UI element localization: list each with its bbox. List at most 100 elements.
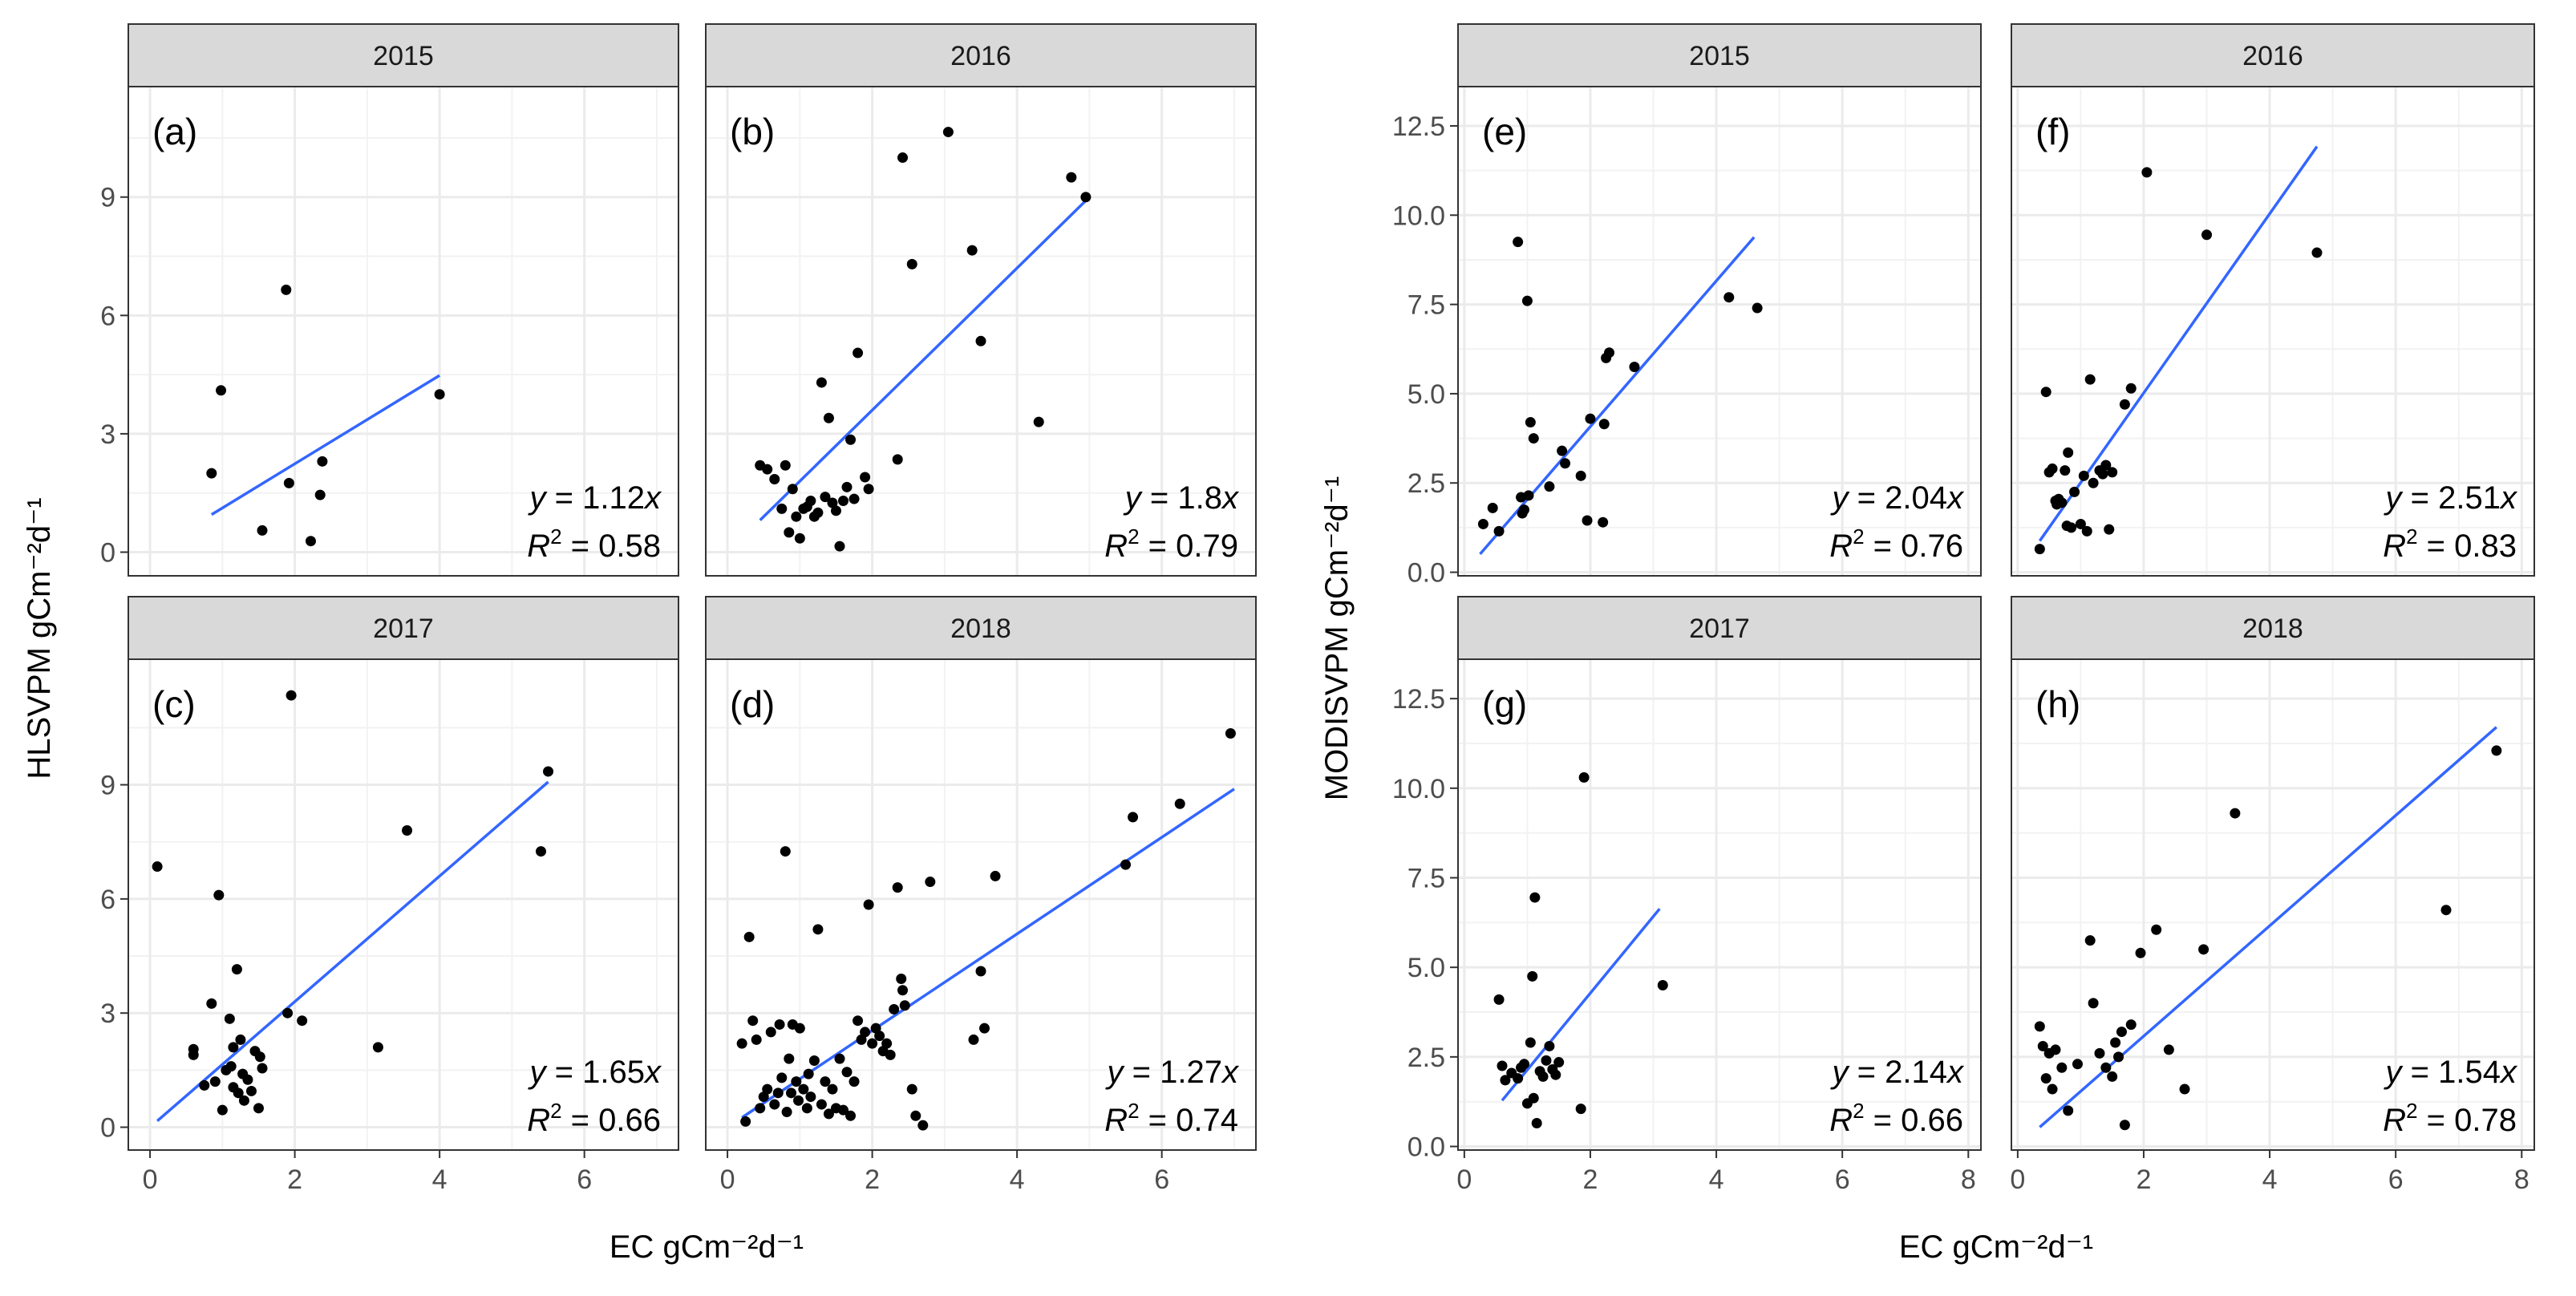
- data-point: [841, 481, 853, 492]
- data-point: [1174, 798, 1185, 809]
- data-point: [2113, 1051, 2124, 1063]
- data-point: [794, 533, 805, 544]
- data-point: [899, 1000, 910, 1011]
- y-tick-label: 6: [100, 885, 115, 915]
- r2-superscript: 2: [1853, 524, 1864, 549]
- data-point: [791, 511, 802, 522]
- equation-lhs: y: [1105, 1055, 1126, 1090]
- panel-d: 2018 (d) y = 1.27x R2 = 0.74: [705, 596, 1257, 1151]
- y-tick-label: 0.0: [1407, 1132, 1445, 1163]
- data-point: [812, 507, 824, 518]
- x-tick-label: 4: [2262, 1164, 2278, 1195]
- data-point: [2037, 1040, 2048, 1051]
- y-tick-label: 0.0: [1407, 558, 1445, 589]
- data-point: [801, 1103, 812, 1114]
- data-point: [1598, 516, 1609, 528]
- panel-border: [2011, 658, 2535, 1151]
- r-squared: R2 = 0.66: [527, 1099, 661, 1138]
- x-tick-label: 4: [1709, 1164, 1724, 1195]
- r2-equals: =: [1865, 529, 1902, 564]
- facet-strip-label: 2016: [2242, 41, 2303, 71]
- r2-value: 0.74: [1176, 1103, 1238, 1138]
- data-point: [1497, 1060, 1508, 1071]
- r-squared: R2 = 0.58: [527, 524, 661, 564]
- data-point: [2179, 1083, 2190, 1095]
- plot-background: [128, 87, 678, 576]
- data-point: [238, 1095, 249, 1106]
- equation-eq: =: [2402, 480, 2439, 516]
- data-point: [2311, 247, 2323, 258]
- r2-superscript: 2: [1128, 1099, 1139, 1123]
- regression-equation: y = 1.54x: [2384, 1055, 2518, 1090]
- data-point: [1578, 772, 1590, 783]
- data-point: [798, 1083, 809, 1095]
- panel-tag: (a): [152, 111, 197, 152]
- r2-superscript: 2: [1853, 1099, 1864, 1123]
- data-point: [245, 1085, 257, 1096]
- equation-var: x: [1221, 480, 1240, 516]
- data-point: [820, 492, 831, 503]
- data-point: [2116, 1027, 2127, 1038]
- y-axis-label: HLSVPM gCm⁻²d⁻¹: [22, 497, 57, 779]
- data-point: [816, 377, 827, 388]
- x-tick-label: 4: [1010, 1164, 1025, 1195]
- equation-slope: 1.54: [2438, 1055, 2501, 1090]
- data-point: [1080, 192, 1092, 203]
- panel-tag: (d): [730, 683, 775, 725]
- data-point: [906, 258, 917, 269]
- data-point: [2084, 374, 2096, 385]
- data-point: [1604, 347, 1615, 358]
- data-point: [885, 1049, 896, 1060]
- data-point: [1537, 1071, 1549, 1082]
- data-point: [1598, 419, 1610, 430]
- r2-equals: =: [1140, 529, 1177, 564]
- data-point: [2066, 522, 2077, 533]
- panel-tag: (b): [730, 111, 775, 152]
- data-point: [925, 877, 936, 888]
- regression-equation: y = 2.14x: [1830, 1055, 1965, 1090]
- data-point: [206, 468, 217, 479]
- facet-strip: [128, 23, 679, 87]
- data-point: [849, 493, 860, 504]
- data-point: [242, 1074, 253, 1085]
- panel-border: [705, 86, 1257, 577]
- r-squared: R2 = 0.78: [2383, 1099, 2517, 1138]
- data-point: [2100, 460, 2112, 471]
- equation-eq: =: [1849, 480, 1885, 516]
- data-point: [1557, 445, 1568, 456]
- data-point: [2040, 1073, 2051, 1084]
- panel-border: [2011, 86, 2535, 577]
- r2-value: 0.66: [598, 1103, 661, 1138]
- facet-strip-label: 2015: [1689, 41, 1750, 71]
- facet-strip-label: 2018: [950, 614, 1011, 644]
- panel-tag: (h): [2035, 683, 2080, 725]
- data-point: [1527, 970, 1538, 982]
- data-point: [2141, 167, 2153, 178]
- data-point: [235, 1034, 246, 1045]
- data-point: [2440, 905, 2452, 916]
- data-point: [2198, 944, 2209, 955]
- x-axis-label: EC gCm⁻²d⁻¹: [1899, 1229, 2093, 1265]
- x-tick-label: 6: [2388, 1164, 2404, 1195]
- data-point: [1513, 237, 1524, 248]
- data-point: [762, 1083, 773, 1095]
- data-point: [1544, 1040, 1555, 1051]
- data-point: [2056, 497, 2068, 508]
- data-point: [281, 284, 292, 295]
- data-point: [1575, 470, 1586, 481]
- data-point: [784, 1053, 795, 1064]
- data-point: [841, 1067, 853, 1078]
- panel-g: 2017 (g) y = 2.14x R2 = 0.66: [1457, 596, 1982, 1151]
- data-point: [257, 524, 268, 536]
- panel-border: [1457, 658, 1982, 1151]
- data-point: [803, 1068, 814, 1079]
- data-point: [2119, 1120, 2130, 1131]
- r2-superscript: 2: [550, 1099, 561, 1123]
- data-point: [2088, 998, 2099, 1009]
- data-point: [434, 389, 445, 400]
- data-point: [305, 536, 316, 547]
- data-point: [975, 966, 986, 977]
- y-tick-label: 10.0: [1392, 200, 1445, 231]
- panel-e: 2015 (e) y = 2.04x R2 = 0.76: [1457, 23, 1982, 577]
- x-tick-label: 8: [2514, 1164, 2529, 1195]
